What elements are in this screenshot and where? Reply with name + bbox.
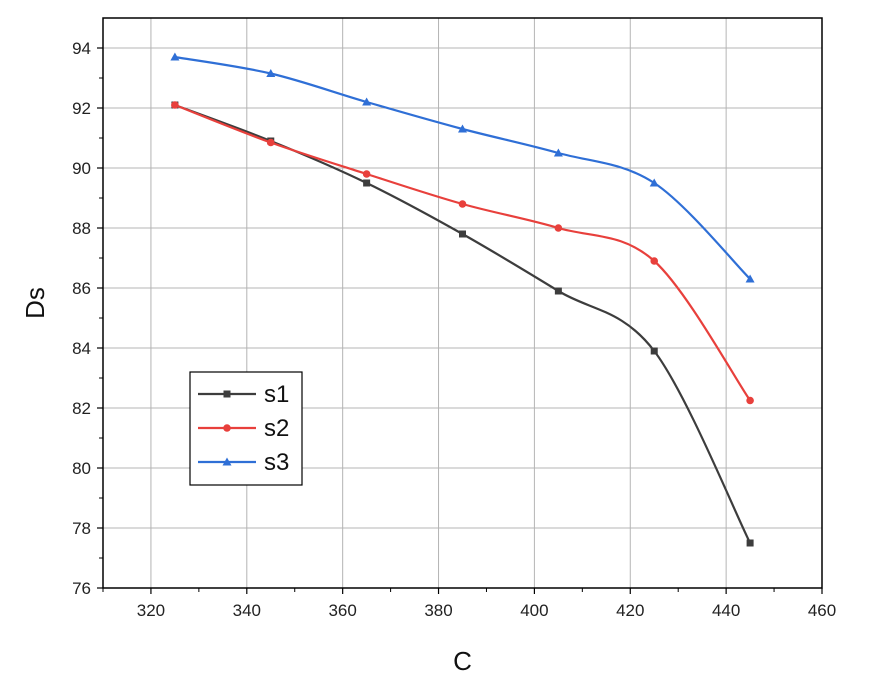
data-point-s1 — [554, 287, 562, 295]
series-lines — [170, 52, 755, 547]
x-tick-label: 360 — [328, 601, 356, 620]
series-line-s2 — [174, 103, 752, 402]
y-tick-label: 88 — [72, 219, 91, 238]
x-tick-label: 320 — [137, 601, 165, 620]
data-point-s2 — [362, 170, 371, 178]
data-point-s1 — [650, 347, 658, 355]
data-point-s3 — [458, 124, 467, 133]
data-point-s2 — [266, 138, 275, 147]
data-point-s3 — [553, 148, 563, 157]
x-tick-label: 380 — [424, 601, 452, 620]
axis-ticks — [97, 47, 823, 594]
data-point-s1 — [746, 539, 754, 547]
x-tick-label: 400 — [520, 601, 548, 620]
y-tick-label: 94 — [72, 39, 91, 58]
data-point-s1 — [459, 230, 466, 238]
data-point-s2 — [746, 396, 754, 405]
x-tick-label: 460 — [808, 601, 836, 620]
y-tick-label: 92 — [72, 99, 91, 118]
legend-label-s2: s2 — [264, 415, 289, 442]
y-tick-label: 84 — [72, 339, 91, 358]
y-tick-label: 90 — [72, 159, 91, 178]
series-s2 — [171, 101, 754, 405]
x-axis-title: C — [453, 646, 472, 676]
series-s3 — [170, 52, 755, 283]
legend: s1 s2 s3 — [189, 371, 303, 486]
y-axis-title: Ds — [20, 287, 50, 319]
legend-label-s3: s3 — [264, 449, 289, 476]
x-tick-label: 440 — [712, 601, 740, 620]
y-tick-label: 78 — [72, 519, 91, 538]
data-point-s3 — [362, 97, 372, 106]
data-point-s2 — [171, 101, 179, 109]
plot-frame — [102, 17, 823, 589]
y-tick-label: 82 — [72, 399, 91, 418]
data-point-s1 — [363, 179, 371, 187]
tick-labels: 320 340 360 380 400 420 440 460 76 78 80 82 84 86 88 90… — [72, 39, 836, 620]
legend-marker-s2 — [223, 424, 231, 432]
data-point-s3 — [649, 178, 659, 187]
legend-label-s1: s1 — [264, 381, 289, 408]
legend-marker-s1 — [223, 390, 231, 398]
grid-lines — [103, 18, 823, 588]
data-point-s2 — [554, 224, 563, 232]
data-point-s3 — [266, 69, 276, 77]
y-tick-label: 80 — [72, 459, 91, 478]
x-tick-label: 420 — [616, 601, 644, 620]
data-point-s2 — [458, 200, 467, 208]
legend-marker-s3 — [222, 457, 232, 466]
data-point-s3 — [170, 52, 180, 61]
y-tick-label: 86 — [72, 279, 91, 298]
x-tick-label: 340 — [233, 601, 261, 620]
y-tick-label: 76 — [72, 579, 91, 598]
data-point-s3 — [745, 274, 755, 283]
data-point-s2 — [650, 257, 659, 265]
